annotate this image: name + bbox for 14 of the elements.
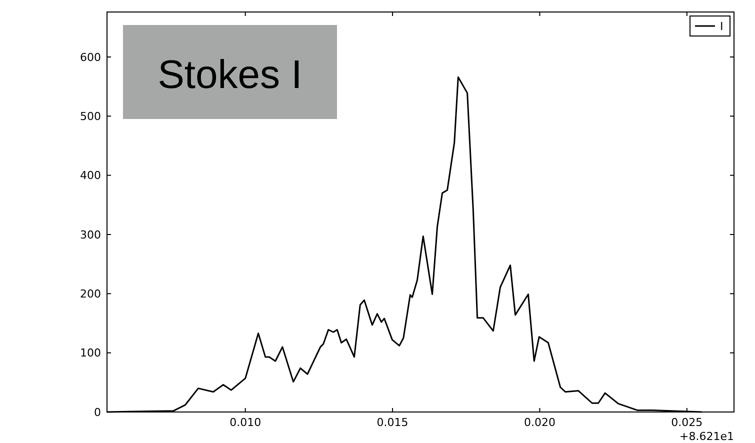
y-tick-label: 400 [80, 169, 101, 182]
x-tick-label: 0.015 [376, 416, 408, 429]
x-tick-label: 0.010 [230, 416, 262, 429]
x-tick-label: 0.020 [524, 416, 556, 429]
legend-label: I [720, 20, 724, 33]
y-tick-label: 100 [80, 346, 101, 360]
x-tick-label: 0.025 [671, 416, 703, 429]
text: Stokes I [158, 53, 302, 97]
y-tick-label: 600 [80, 50, 101, 64]
y-tick-label: 200 [80, 288, 101, 301]
y-tick-label: 500 [80, 110, 101, 123]
text: +8.621e1 [680, 430, 734, 443]
y-tick-label: 0 [94, 406, 101, 419]
y-tick-label: 300 [80, 228, 101, 242]
